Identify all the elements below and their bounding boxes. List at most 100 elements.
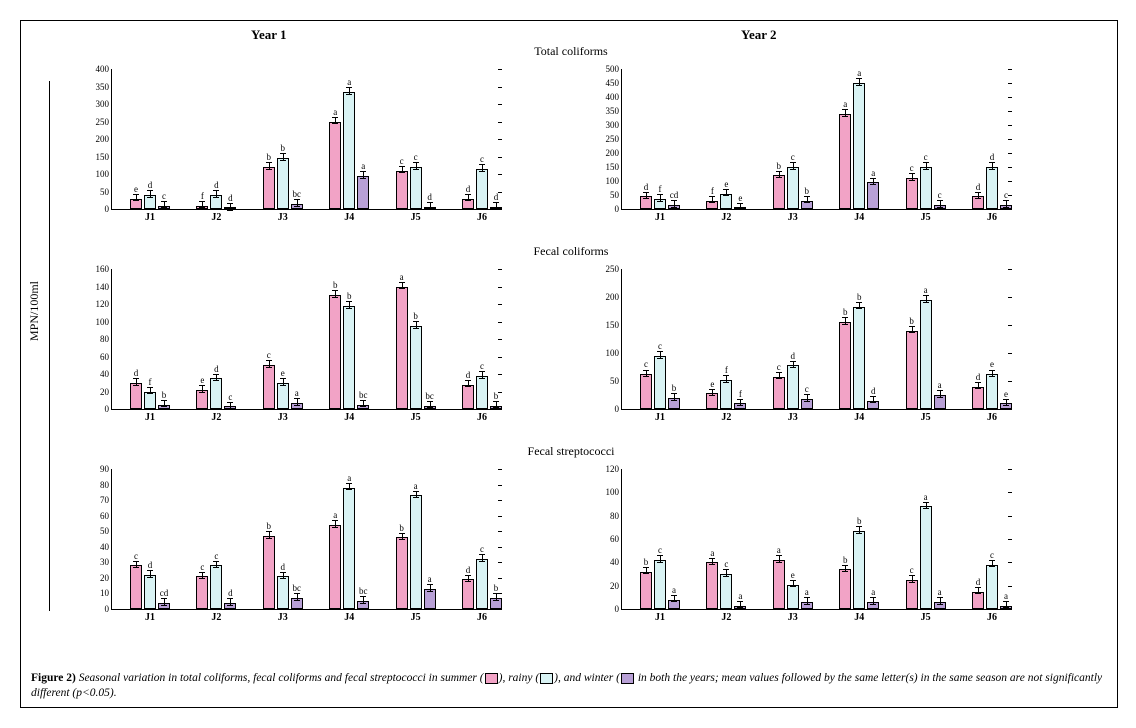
error-bar — [199, 385, 205, 393]
sig-letter: b — [494, 391, 499, 401]
y-tick: 150 — [606, 162, 623, 172]
error-bar — [909, 173, 915, 181]
bar-rainy — [720, 574, 732, 609]
figure-caption: Figure 2) Seasonal variation in total co… — [31, 671, 1107, 701]
sig-letter: d — [466, 370, 471, 380]
y-tick: 40 — [100, 542, 112, 552]
error-bar — [399, 282, 405, 290]
error-bar — [657, 555, 663, 563]
error-bar — [227, 203, 233, 211]
sig-letter: c — [1004, 190, 1008, 200]
error-bar — [776, 171, 782, 179]
sig-letter: c — [644, 359, 648, 369]
x-tick: J4 — [854, 409, 864, 423]
error-bar — [937, 390, 943, 398]
chart-panel: 050100150200250300350400J1edcJ2fddJ3bbbc… — [71, 59, 511, 229]
y-tick: 0 — [615, 204, 623, 214]
sig-letter: d — [466, 184, 471, 194]
error-bar — [346, 483, 352, 491]
bar-summer — [263, 365, 275, 409]
bar-summer — [396, 537, 408, 609]
sig-letter: f — [149, 377, 152, 387]
bar-rainy — [277, 576, 289, 609]
sig-letter: c — [480, 154, 484, 164]
sig-letter: d — [494, 192, 499, 202]
error-bar — [643, 370, 649, 378]
bar-rainy — [654, 356, 666, 409]
y-tick: 150 — [96, 152, 113, 162]
x-tick: J5 — [411, 209, 421, 223]
error-bar — [709, 558, 715, 566]
y-tick: 60 — [100, 352, 112, 362]
error-bar — [465, 380, 471, 388]
error-bar — [332, 290, 338, 298]
error-bar — [1003, 399, 1009, 407]
error-bar — [427, 202, 433, 210]
sig-letter: a — [805, 587, 809, 597]
bar-rainy — [654, 560, 666, 609]
y-tick: 0 — [615, 604, 623, 614]
error-bar — [332, 520, 338, 528]
y-tick: 90 — [100, 464, 112, 474]
y-tick: 200 — [96, 134, 113, 144]
sig-letter: c — [910, 163, 914, 173]
error-bar — [266, 360, 272, 368]
error-bar — [161, 598, 167, 606]
bar-rainy — [343, 488, 355, 609]
y-tick: 20 — [100, 387, 112, 397]
y-tick: 350 — [96, 82, 113, 92]
error-bar — [737, 399, 743, 407]
y-tick: 0 — [615, 404, 623, 414]
error-bar — [493, 202, 499, 210]
error-bar — [937, 200, 943, 208]
bar-rainy — [277, 158, 289, 209]
sig-letter: bc — [359, 390, 368, 400]
bar-rainy — [853, 83, 865, 209]
sig-letter: d — [791, 351, 796, 361]
bar-rainy — [410, 326, 422, 409]
axes: 050100150200250300350400J1edcJ2fddJ3bbbc… — [111, 69, 502, 210]
y-tick: 80 — [100, 334, 112, 344]
error-bar — [227, 598, 233, 606]
y-tick: 160 — [96, 264, 113, 274]
sig-letter: a — [428, 574, 432, 584]
bar-summer — [640, 572, 652, 609]
sig-letter: d — [281, 562, 286, 572]
error-bar — [842, 317, 848, 325]
bar-rainy — [476, 376, 488, 409]
sig-letter: e — [791, 570, 795, 580]
y-tick: 120 — [606, 464, 623, 474]
bar-rainy — [920, 506, 932, 609]
sig-letter: a — [938, 380, 942, 390]
y-tick: 400 — [606, 92, 623, 102]
axes: 0102030405060708090J1cdcdJ2ccdJ3bdbcJ4aa… — [111, 469, 502, 610]
y-tick: 40 — [610, 557, 622, 567]
error-bar — [975, 587, 981, 595]
bar-winter — [867, 182, 879, 209]
error-bar — [161, 201, 167, 209]
bar-summer — [329, 295, 341, 409]
sig-letter: c — [214, 551, 218, 561]
bar-summer — [773, 377, 785, 409]
sig-letter: f — [739, 389, 742, 399]
error-bar — [776, 372, 782, 380]
sig-letter: f — [711, 186, 714, 196]
bar-summer — [130, 565, 142, 609]
sig-letter: b — [805, 186, 810, 196]
y-tick: 250 — [96, 117, 113, 127]
bar-rainy — [986, 374, 998, 409]
sig-letter: a — [871, 587, 875, 597]
bar-winter — [424, 589, 436, 609]
error-bar — [657, 194, 663, 202]
bar-summer — [640, 374, 652, 409]
error-bar — [804, 196, 810, 204]
error-bar — [213, 190, 219, 198]
error-bar — [790, 361, 796, 369]
sig-letter: c — [267, 350, 271, 360]
sig-letter: d — [976, 577, 981, 587]
x-tick: J3 — [278, 409, 288, 423]
x-tick: J1 — [145, 609, 155, 623]
chart-panel: 050100150200250J1ccbJ2effJ3cdcJ4bbdJ5baa… — [581, 259, 1021, 429]
error-bar — [989, 560, 995, 568]
bar-summer — [462, 579, 474, 609]
